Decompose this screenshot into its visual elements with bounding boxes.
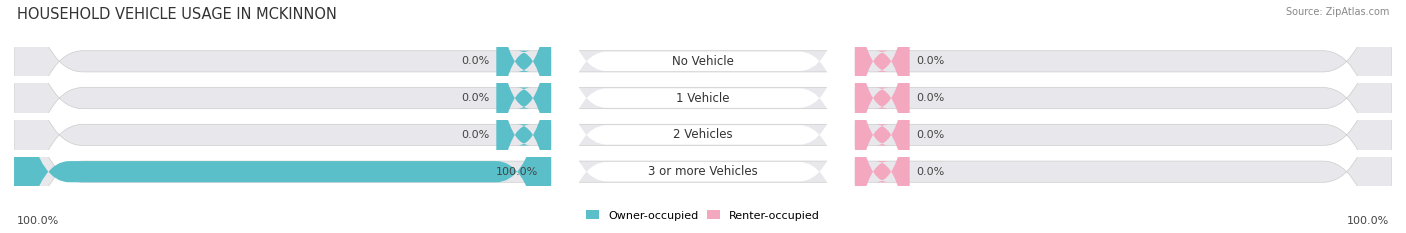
Text: 100.0%: 100.0% bbox=[1347, 216, 1389, 226]
Legend: Owner-occupied, Renter-occupied: Owner-occupied, Renter-occupied bbox=[581, 206, 825, 225]
FancyBboxPatch shape bbox=[14, 0, 1392, 233]
Text: 0.0%: 0.0% bbox=[917, 167, 945, 177]
Text: 1 Vehicle: 1 Vehicle bbox=[676, 92, 730, 105]
FancyBboxPatch shape bbox=[551, 0, 855, 233]
Text: Source: ZipAtlas.com: Source: ZipAtlas.com bbox=[1285, 7, 1389, 17]
Text: No Vehicle: No Vehicle bbox=[672, 55, 734, 68]
FancyBboxPatch shape bbox=[551, 0, 855, 233]
Text: 3 or more Vehicles: 3 or more Vehicles bbox=[648, 165, 758, 178]
FancyBboxPatch shape bbox=[855, 35, 910, 233]
Text: HOUSEHOLD VEHICLE USAGE IN MCKINNON: HOUSEHOLD VEHICLE USAGE IN MCKINNON bbox=[17, 7, 337, 22]
FancyBboxPatch shape bbox=[855, 0, 910, 233]
FancyBboxPatch shape bbox=[496, 0, 551, 233]
Text: 0.0%: 0.0% bbox=[917, 130, 945, 140]
FancyBboxPatch shape bbox=[551, 0, 855, 233]
FancyBboxPatch shape bbox=[496, 0, 551, 233]
FancyBboxPatch shape bbox=[14, 0, 1392, 233]
FancyBboxPatch shape bbox=[14, 0, 1392, 233]
FancyBboxPatch shape bbox=[496, 0, 551, 198]
FancyBboxPatch shape bbox=[14, 0, 1392, 233]
Text: 0.0%: 0.0% bbox=[461, 56, 489, 66]
Text: 100.0%: 100.0% bbox=[495, 167, 537, 177]
Text: 100.0%: 100.0% bbox=[17, 216, 59, 226]
Text: 0.0%: 0.0% bbox=[461, 130, 489, 140]
FancyBboxPatch shape bbox=[855, 0, 910, 233]
Text: 0.0%: 0.0% bbox=[917, 56, 945, 66]
FancyBboxPatch shape bbox=[551, 0, 855, 233]
Text: 0.0%: 0.0% bbox=[917, 93, 945, 103]
Text: 2 Vehicles: 2 Vehicles bbox=[673, 128, 733, 141]
FancyBboxPatch shape bbox=[14, 0, 551, 233]
FancyBboxPatch shape bbox=[855, 0, 910, 198]
Text: 0.0%: 0.0% bbox=[461, 93, 489, 103]
